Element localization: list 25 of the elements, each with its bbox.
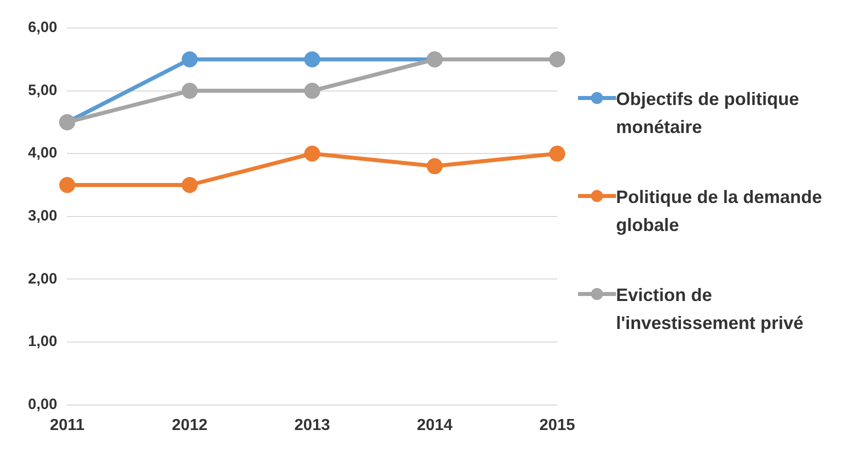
point (59, 177, 76, 193)
point (426, 158, 443, 174)
x-tick-label: 2014 (416, 416, 453, 434)
y-tick-label: 2,00 (28, 270, 58, 288)
y-tick-label: 5,00 (28, 82, 58, 99)
y-tick-label: 1,00 (28, 333, 58, 350)
y-tick-label: 6,00 (28, 19, 58, 36)
point (182, 177, 198, 193)
x-tick-label: 2015 (539, 416, 576, 434)
point (182, 82, 198, 99)
x-tick-label: 2011 (50, 416, 85, 434)
point (304, 82, 320, 99)
legend-label: Eviction de l'investissement privé (616, 284, 804, 335)
point (182, 51, 198, 68)
x-tick-label: 2012 (172, 416, 208, 434)
legend-label: Objectifs de politique monétaire (616, 88, 800, 139)
point (304, 146, 320, 162)
y-tick-label: 4,00 (28, 144, 58, 162)
point (549, 51, 566, 68)
point (549, 146, 566, 162)
x-tick-label: 2013 (294, 416, 330, 434)
point (304, 51, 320, 68)
y-tick-label: 3,00 (28, 208, 58, 225)
y-tick-label: 0,00 (28, 396, 58, 413)
legend-label: Politique de la demande globale (616, 186, 824, 237)
